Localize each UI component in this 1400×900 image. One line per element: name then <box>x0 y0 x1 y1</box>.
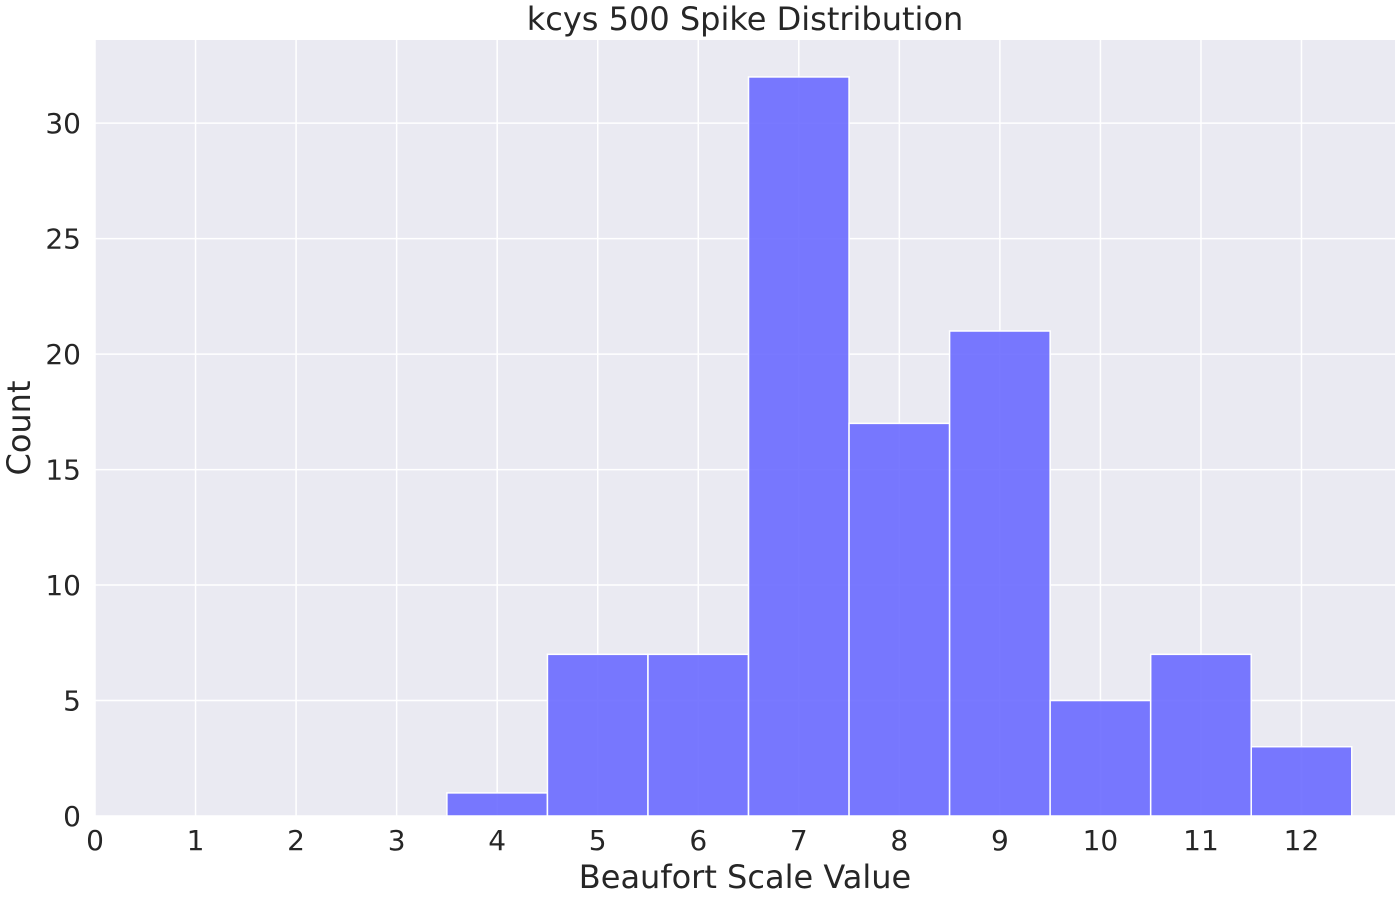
x-tick-label: 3 <box>388 824 406 857</box>
y-tick-label: 30 <box>45 107 81 140</box>
x-tick-label: 4 <box>488 824 506 857</box>
y-tick-label: 10 <box>45 569 81 602</box>
x-tick-label: 5 <box>589 824 607 857</box>
x-tick-label: 0 <box>86 824 104 857</box>
x-tick-label: 12 <box>1284 824 1320 857</box>
x-tick-labels: 0 1 2 3 4 5 6 7 8 9 10 11 12 <box>86 824 1319 857</box>
bar-9 <box>948 330 1051 817</box>
y-tick-label: 20 <box>45 338 81 371</box>
chart-title: kcys 500 Spike Distribution <box>527 0 964 38</box>
x-axis-title: Beaufort Scale Value <box>579 858 911 896</box>
bars <box>446 76 1353 817</box>
bar-10 <box>1049 699 1152 817</box>
y-axis-title: Count <box>0 380 38 475</box>
x-tick-label: 2 <box>287 824 305 857</box>
x-tick-label: 6 <box>689 824 707 857</box>
x-tick-label: 10 <box>1083 824 1119 857</box>
bar-8 <box>848 422 951 817</box>
y-tick-labels: 0 5 10 15 20 25 30 <box>45 107 81 833</box>
x-tick-label: 9 <box>991 824 1009 857</box>
bar-12 <box>1250 745 1353 817</box>
x-tick-label: 8 <box>890 824 908 857</box>
bar-11 <box>1149 653 1252 817</box>
x-tick-label: 11 <box>1183 824 1219 857</box>
bar-6 <box>647 653 750 817</box>
y-tick-label: 0 <box>63 800 81 833</box>
x-tick-label: 1 <box>187 824 205 857</box>
bar-4 <box>446 792 549 817</box>
bar-7 <box>747 76 850 817</box>
y-tick-label: 5 <box>63 685 81 718</box>
bar-5 <box>546 653 649 817</box>
y-tick-label: 15 <box>45 454 81 487</box>
y-tick-label: 25 <box>45 223 81 256</box>
x-tick-label: 7 <box>790 824 808 857</box>
